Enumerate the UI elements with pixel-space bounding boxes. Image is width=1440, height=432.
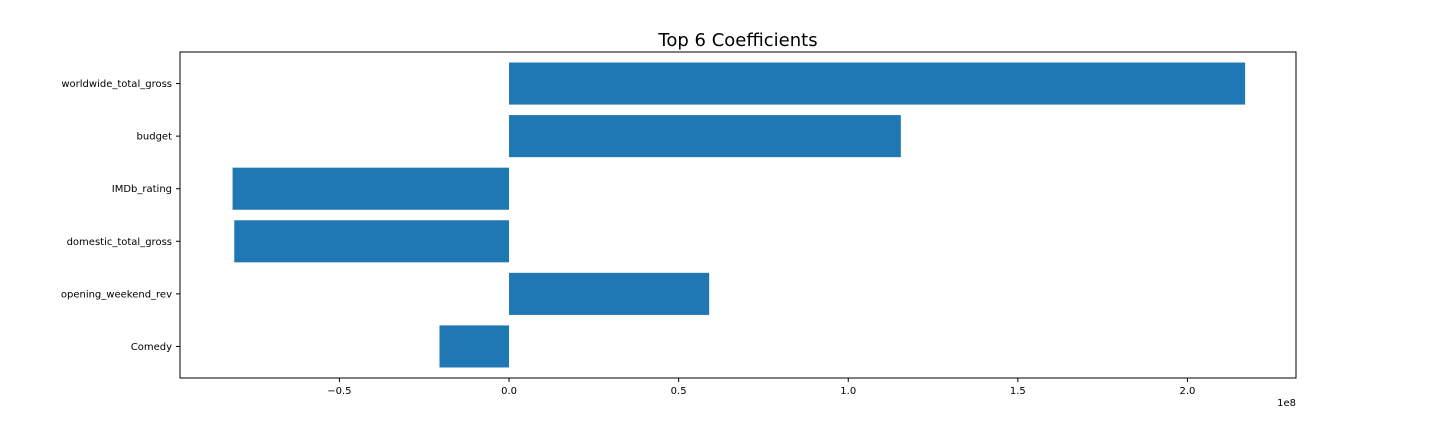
- bar-opening_weekend_rev: [509, 272, 710, 315]
- x-tick-label: 1.0: [840, 386, 856, 397]
- bar-IMDb_rating: [232, 167, 510, 210]
- y-tick-label: Comedy: [131, 342, 172, 353]
- bar-worldwide_total_gross: [509, 62, 1246, 105]
- x-tick-label: 1.5: [1010, 386, 1026, 397]
- y-tick-label: worldwide_total_gross: [61, 79, 172, 90]
- bar-domestic_total_gross: [234, 220, 510, 263]
- bar-budget: [509, 115, 901, 158]
- chart-title: Top 6 Coefficients: [657, 30, 817, 51]
- y-tick-label: domestic_total_gross: [67, 237, 172, 248]
- x-axis-offset-label: 1e8: [1277, 398, 1296, 409]
- y-tick-label: IMDb_rating: [112, 184, 172, 195]
- bar-Comedy: [439, 325, 510, 368]
- bars-layer: [232, 62, 1246, 368]
- y-tick-label: opening_weekend_rev: [61, 289, 172, 300]
- x-tick-label: 2.0: [1179, 386, 1195, 397]
- x-tick-label: −0.5: [327, 386, 351, 397]
- plot-area-frame: [179, 51, 1297, 379]
- y-tick-label: budget: [137, 132, 173, 143]
- x-tick-label: 0.5: [671, 386, 687, 397]
- x-tick-label: 0.0: [501, 386, 517, 397]
